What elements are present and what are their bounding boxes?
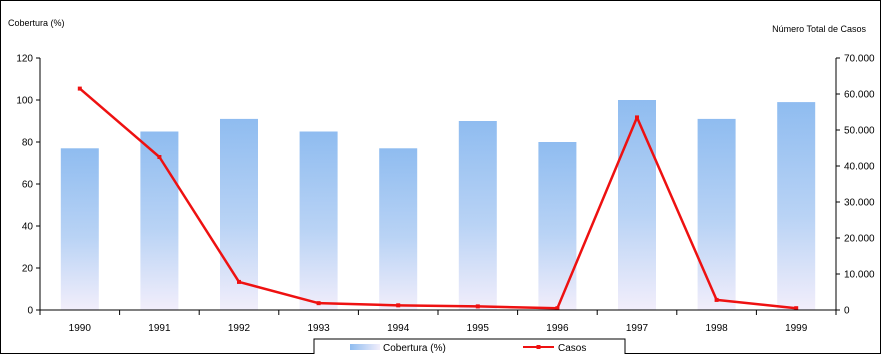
y-left-tick-label: 60 xyxy=(22,180,34,191)
y-left-tick-label: 100 xyxy=(16,96,33,107)
line-point xyxy=(396,303,401,308)
y-left-tick-label: 120 xyxy=(16,54,33,65)
y-right-tick-label: 20.000 xyxy=(844,234,875,245)
bar xyxy=(618,100,656,310)
line-point xyxy=(794,306,799,311)
x-tick-label: 1990 xyxy=(69,323,92,334)
bar xyxy=(60,148,99,310)
y-axis-left-ticks: 0 20 40 60 80 100 120 xyxy=(16,54,41,317)
line-path xyxy=(78,87,797,310)
y-left-tick-label: 80 xyxy=(22,138,34,149)
x-tick-label: 1991 xyxy=(148,323,171,334)
line-point xyxy=(157,155,162,159)
y-right-tick-label: 10.000 xyxy=(844,270,875,281)
bar xyxy=(299,131,338,310)
line-point xyxy=(475,304,480,309)
y-right-tick-label: 0 xyxy=(844,306,850,317)
x-tick-label: 1993 xyxy=(307,323,330,334)
y-axis-right-label: Número Total de Casos xyxy=(772,24,866,34)
y-right-tick-label: 40.000 xyxy=(844,162,875,173)
y-right-tick-label: 70.000 xyxy=(844,54,875,65)
legend-swatch-bar xyxy=(350,344,380,350)
bar xyxy=(458,121,497,310)
x-tick-label: 1998 xyxy=(705,323,728,334)
line-point xyxy=(316,301,321,306)
bar xyxy=(379,148,418,310)
line-point xyxy=(714,297,719,302)
bar xyxy=(538,142,577,310)
x-tick-label: 1997 xyxy=(626,323,649,334)
bar-series xyxy=(60,100,816,311)
line-point xyxy=(635,115,639,120)
y-left-tick-label: 20 xyxy=(22,264,34,275)
legend: Cobertura (%) Casos xyxy=(313,338,626,354)
y-left-tick-label: 40 xyxy=(22,222,34,233)
legend-label-line: Casos xyxy=(558,343,586,354)
x-tick-label: 1995 xyxy=(467,323,490,334)
y-right-tick-label: 60.000 xyxy=(844,90,875,101)
bar xyxy=(697,118,736,311)
legend-swatch-marker xyxy=(536,345,541,349)
line-series xyxy=(77,86,799,311)
y-axis-left-label: Cobertura (%) xyxy=(8,18,65,28)
x-tick-label: 1999 xyxy=(785,323,808,334)
line-point xyxy=(237,279,241,284)
line-point xyxy=(555,306,560,311)
y-right-tick-label: 30.000 xyxy=(844,198,875,209)
x-tick-label: 1994 xyxy=(387,323,410,334)
x-tick-label: 1992 xyxy=(228,323,251,334)
legend-label-bar: Cobertura (%) xyxy=(383,343,446,354)
legend-box xyxy=(313,338,626,354)
bar xyxy=(140,131,179,310)
x-tick-label: 1996 xyxy=(546,323,569,334)
bar xyxy=(220,118,258,311)
x-axis: 1990 1991 1992 1993 1994 1995 1996 1997 1998 1999 xyxy=(39,309,837,334)
y-axis-right-ticks: 0 10.000 20.000 30.000 40.000 50.000 60.000 70.… xyxy=(835,54,875,317)
y-right-tick-label: 50.000 xyxy=(844,126,875,137)
y-left-tick-label: 0 xyxy=(27,306,33,317)
line-point xyxy=(77,86,82,91)
bar xyxy=(777,102,816,310)
